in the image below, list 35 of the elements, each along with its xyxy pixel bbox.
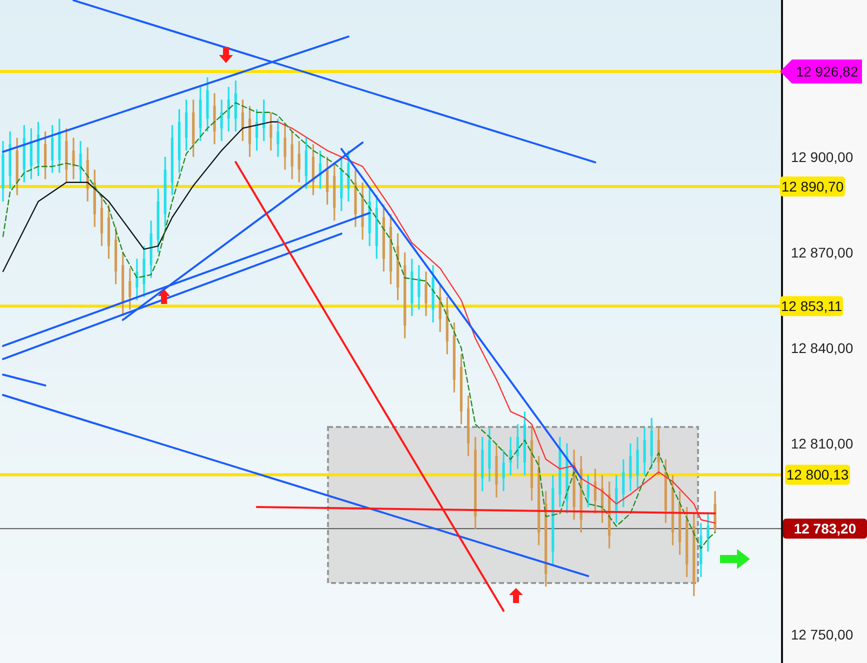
y-tick-label: 12 870,00 [790,244,854,260]
candlestick [629,442,632,492]
candlestick [51,124,54,174]
candlestick [502,448,505,492]
ref-line-label: 12 853,11 [780,298,842,314]
candlestick [516,423,519,470]
ref-line-label: 12 783,20 [794,520,856,537]
candlestick [220,98,223,142]
line-series [2,102,716,550]
candlestick [227,86,230,132]
y-tick-label: 12 840,00 [790,340,854,356]
candlestick [284,124,286,170]
candlestick [44,130,47,180]
candlestick [586,474,590,508]
candlestick [290,130,294,180]
ref-line-label: 12 800,13 [786,466,849,483]
ref-line-label: 12 926,82 [796,63,858,80]
candlestick [276,118,280,158]
candlestick [326,156,329,206]
y-tick-label: 12 750,00 [790,626,854,642]
candlestick [298,140,300,184]
candlestick [72,137,75,180]
y-tick-label: 12 810,00 [790,435,854,452]
candlestick [136,258,138,301]
candlestick [424,270,428,317]
candlestick [241,98,244,142]
candlestick [418,264,420,310]
candlestick [128,268,132,310]
candlestick [706,512,710,552]
candlestick [643,426,646,476]
candlestick [79,140,82,184]
ref-line-label: 12 890,70 [781,178,844,194]
y-tick-label: 12 900,00 [790,148,854,165]
candlestick [622,458,625,508]
candlestick [270,112,272,152]
